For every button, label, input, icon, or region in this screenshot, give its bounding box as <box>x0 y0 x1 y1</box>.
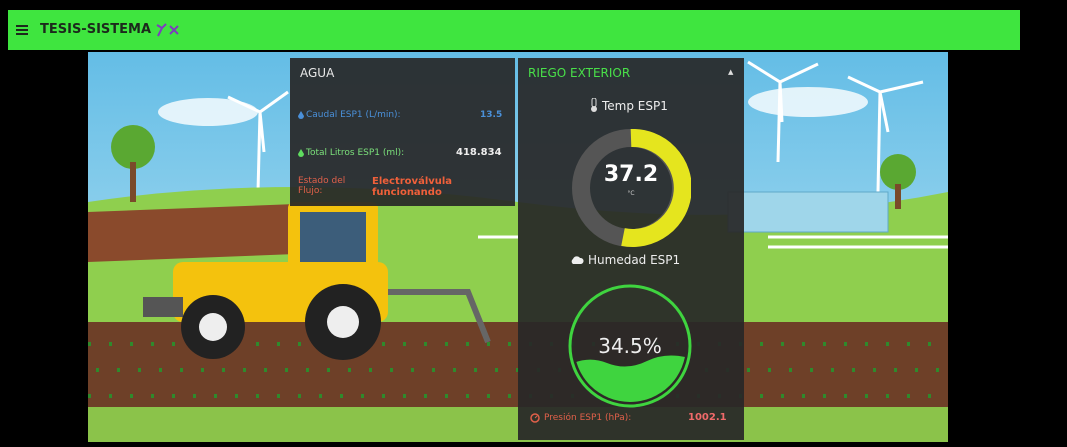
temp-gauge <box>571 128 691 248</box>
riego-panel: RIEGO EXTERIOR ▲ Temp ESP1 37.2 °C Humed… <box>518 58 744 440</box>
agua-panel: AGUA Caudal ESP1 (L/min): 13.5 Total Lit… <box>290 58 515 206</box>
row-value: 13.5 <box>480 110 502 120</box>
drop-icon <box>298 111 304 119</box>
menu-icon[interactable] <box>16 24 30 36</box>
row-label: Caudal ESP1 (L/min): <box>306 110 401 120</box>
gauge-value: 34.5% <box>567 334 693 358</box>
row-label: Presión ESP1 (hPa): <box>544 413 631 423</box>
thermometer-icon <box>590 98 598 112</box>
page: TESIS-SISTEMA AGUA Caudal ESP1 (L/min): … <box>0 0 1067 447</box>
drop-icon <box>298 149 304 157</box>
gauge-label: Temp ESP1 <box>602 99 668 113</box>
gauge-icon <box>530 413 540 423</box>
top-bar: TESIS-SISTEMA <box>8 10 1020 50</box>
plant-icon <box>154 22 180 38</box>
gauge-value: 37.2 <box>571 162 691 187</box>
row-value: 1002.1 <box>688 412 727 423</box>
cloud-icon <box>570 255 584 265</box>
row-label: Total Litros ESP1 (ml): <box>306 148 404 158</box>
row-value: 418.834 <box>456 147 502 158</box>
app-title: TESIS-SISTEMA <box>40 22 151 37</box>
row-value: Electroválvula funcionando <box>372 176 492 198</box>
row-label: Estado del Flujo: <box>298 176 358 196</box>
collapse-toggle[interactable]: ▲ <box>728 68 733 76</box>
gauge-unit: °C <box>571 190 691 197</box>
gauge-label: Humedad ESP1 <box>588 253 680 267</box>
panel-title: RIEGO EXTERIOR <box>528 66 630 80</box>
panel-title: AGUA <box>300 66 334 80</box>
